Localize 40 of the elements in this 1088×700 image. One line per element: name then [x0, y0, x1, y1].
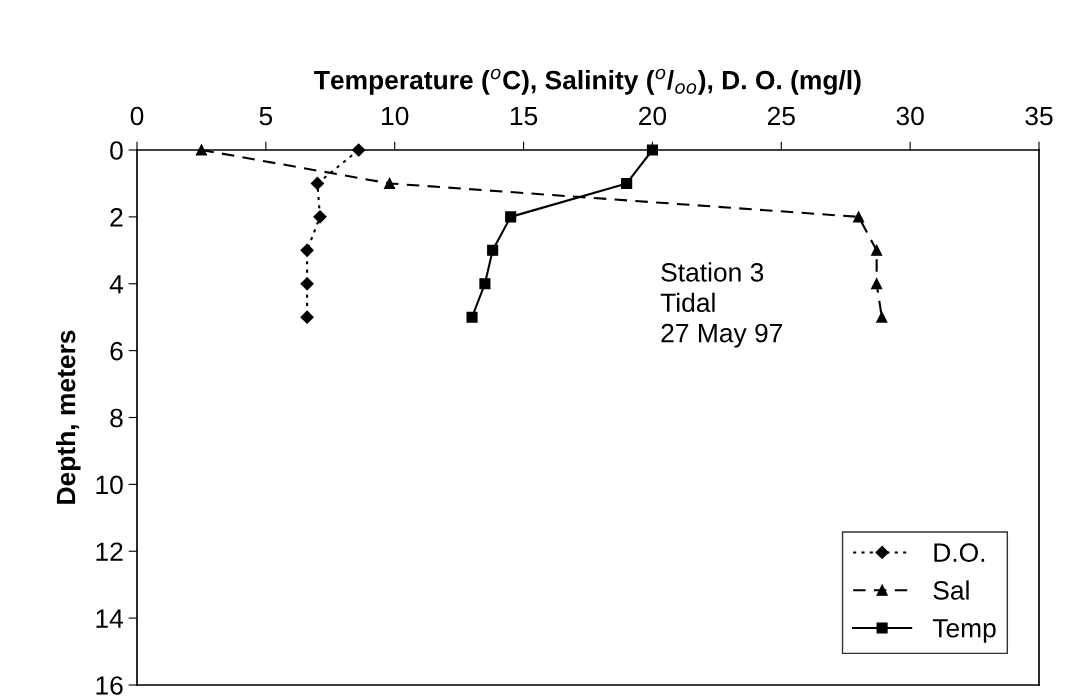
point: [352, 143, 366, 157]
point: [853, 211, 865, 223]
point: [871, 278, 883, 290]
point: [876, 311, 888, 323]
point: [313, 210, 327, 224]
point: [621, 177, 633, 189]
y-tick-label: 14: [96, 609, 124, 628]
point: [479, 278, 491, 290]
y-tick-label: 12: [96, 542, 123, 561]
y-tick-label: 4: [109, 275, 124, 294]
legend-label: Temp: [932, 619, 996, 643]
y-tick-label: 6: [110, 341, 123, 361]
point: [505, 211, 517, 223]
y-tick-label: 16: [96, 676, 123, 695]
x-tick-label: 25: [767, 106, 795, 126]
x-tick-label: 35: [1025, 106, 1053, 126]
y-tick-label: 8: [110, 408, 123, 428]
x-tick-label: 5: [259, 106, 273, 126]
annotation: Station 3 Tidal 27 May 97: [660, 262, 783, 348]
x-tick-label: 10: [382, 106, 409, 126]
y-tick-label: 2: [110, 208, 123, 227]
point: [487, 244, 499, 256]
y-axis-title: Depth, meters: [55, 330, 81, 504]
point: [871, 244, 883, 256]
y-tick-label: 0: [110, 141, 123, 160]
x-tick-label: 20: [639, 106, 667, 126]
point: [300, 243, 314, 257]
point: [384, 177, 396, 189]
legend-label: D.O.: [934, 543, 985, 562]
point: [300, 277, 314, 291]
x-tick-label: 15: [510, 106, 538, 126]
x-tick-label: 30: [896, 106, 924, 126]
legend-label: Sal: [933, 580, 969, 600]
y-tick-label: 10: [96, 475, 123, 495]
x-tick-label: 0: [130, 106, 144, 126]
point: [466, 311, 478, 323]
point: [310, 176, 324, 191]
point: [195, 144, 207, 156]
x-axis-title: Temperature ($^{o}$C), Salinity ($^{o}$/$_{oo}$), D. O. (mg/l): [314, 68, 861, 95]
point: [300, 310, 314, 324]
